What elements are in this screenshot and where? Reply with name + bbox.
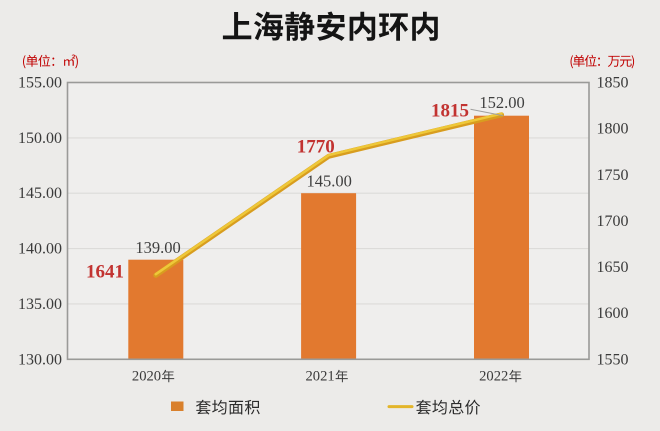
svg-text:1800: 1800	[597, 121, 629, 138]
svg-text:1650: 1650	[597, 259, 629, 276]
svg-text:1770: 1770	[297, 136, 335, 157]
svg-text:2021: 2021	[306, 369, 335, 385]
svg-text:1750: 1750	[597, 167, 629, 184]
svg-text:145.00: 145.00	[307, 172, 352, 191]
svg-text:2022: 2022	[479, 369, 508, 385]
svg-text:145.00: 145.00	[18, 185, 62, 202]
svg-text:1600: 1600	[597, 305, 629, 322]
svg-text:150.00: 150.00	[18, 130, 62, 147]
svg-text:1850: 1850	[597, 75, 629, 92]
svg-text:135.00: 135.00	[18, 296, 62, 313]
svg-text:1550: 1550	[597, 351, 629, 368]
svg-text:130.00: 130.00	[18, 351, 62, 368]
svg-text:1815: 1815	[431, 100, 469, 121]
svg-text:152.00: 152.00	[479, 93, 524, 112]
svg-text:155.00: 155.00	[18, 75, 62, 92]
svg-text:140.00: 140.00	[18, 241, 62, 258]
svg-text:1641: 1641	[86, 262, 124, 283]
svg-text:1700: 1700	[597, 213, 629, 230]
svg-text:139.00: 139.00	[135, 238, 180, 257]
svg-text:2020: 2020	[132, 369, 161, 385]
